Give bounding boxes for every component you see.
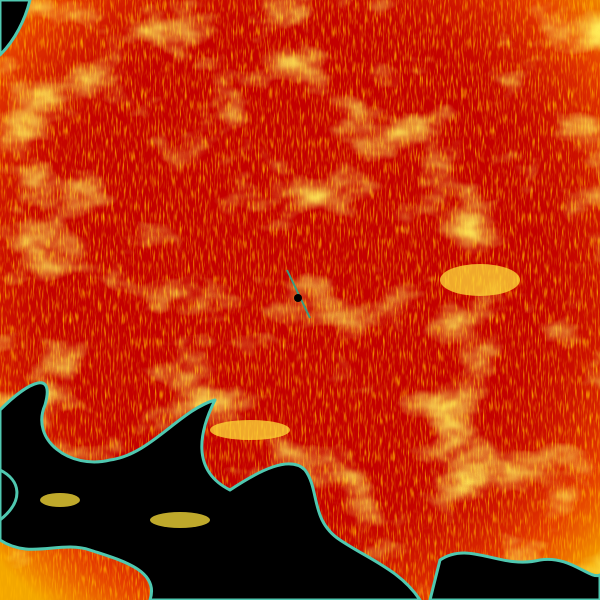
echo-cell <box>210 420 290 440</box>
site-clutter <box>286 269 311 319</box>
no-echo-region <box>428 551 600 600</box>
radar-site <box>286 269 311 319</box>
echo-cell <box>40 493 80 507</box>
no-echo-region <box>0 381 422 600</box>
echo-cell <box>440 264 520 296</box>
no-echo-region <box>0 0 32 57</box>
no-echo-region <box>0 468 19 522</box>
site-marker <box>294 294 302 302</box>
echo-cell <box>150 512 210 528</box>
edge-echo <box>40 264 520 528</box>
